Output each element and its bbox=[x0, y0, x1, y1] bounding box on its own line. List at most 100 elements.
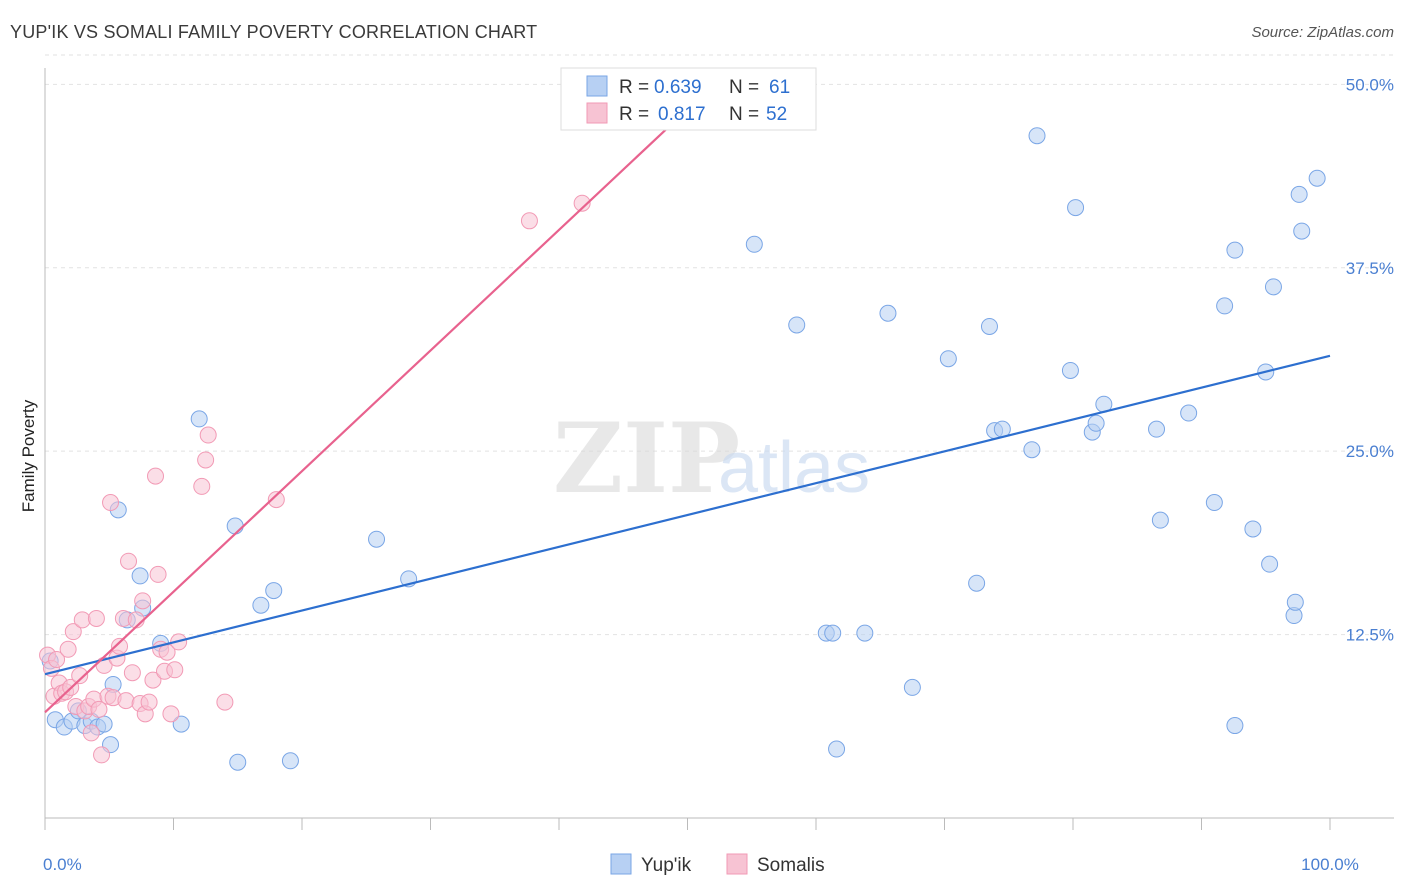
data-point-yupik bbox=[172, 715, 190, 733]
data-point-somalis bbox=[193, 477, 211, 495]
data-point-yupik bbox=[1290, 185, 1308, 203]
data-point-yupik bbox=[1151, 511, 1169, 529]
data-point-somalis bbox=[166, 661, 184, 679]
data-point-yupik bbox=[1264, 278, 1282, 296]
trend-lines bbox=[44, 108, 1331, 714]
data-point-yupik bbox=[265, 582, 283, 600]
data-point-somalis bbox=[71, 667, 89, 685]
data-point-yupik bbox=[968, 574, 986, 592]
data-point-somalis bbox=[199, 426, 217, 444]
data-point-yupik bbox=[1308, 169, 1326, 187]
trend-line-somalis bbox=[44, 108, 689, 714]
data-point-yupik bbox=[980, 317, 998, 335]
data-point-somalis bbox=[111, 637, 129, 655]
data-point-somalis bbox=[102, 494, 120, 512]
data-point-yupik bbox=[879, 304, 897, 322]
data-point-yupik bbox=[1261, 555, 1279, 573]
data-point-yupik bbox=[1244, 520, 1262, 538]
watermark-atlas: atlas bbox=[718, 428, 870, 508]
legend-swatch-yupik bbox=[610, 853, 632, 875]
watermark-zip: ZIP bbox=[553, 402, 740, 515]
chart-title: YUP'IK VS SOMALI FAMILY POVERTY CORRELAT… bbox=[10, 22, 538, 42]
legend-label-yupik: Yup'ik bbox=[641, 855, 692, 876]
legend-swatch-somalis bbox=[726, 853, 748, 875]
y-tick-label: 50.0% bbox=[1346, 75, 1394, 94]
data-point-somalis bbox=[134, 592, 152, 610]
data-point-yupik bbox=[1226, 717, 1244, 735]
tick-labels: 12.5% 25.0% 37.5% 50.0% 0.0% 100.0% bbox=[43, 75, 1394, 874]
data-point-yupik bbox=[131, 567, 149, 585]
data-point-somalis bbox=[147, 467, 165, 485]
data-point-yupik bbox=[828, 740, 846, 758]
data-point-yupik bbox=[1216, 297, 1234, 315]
data-point-yupik bbox=[1067, 199, 1085, 217]
data-point-yupik bbox=[1087, 414, 1105, 432]
stats-legend-r-value: 0.817 bbox=[658, 104, 706, 125]
data-point-somalis bbox=[82, 724, 100, 742]
data-point-somalis bbox=[573, 194, 591, 212]
data-point-somalis bbox=[48, 651, 66, 669]
chart-source: Source: ZipAtlas.com bbox=[1251, 24, 1394, 41]
data-point-somalis bbox=[90, 700, 108, 718]
data-point-yupik bbox=[1028, 127, 1046, 145]
data-point-somalis bbox=[123, 664, 141, 682]
y-axis-title: Family Poverty bbox=[19, 399, 38, 512]
data-point-yupik bbox=[939, 350, 957, 368]
data-point-yupik bbox=[1023, 441, 1041, 459]
data-point-somalis bbox=[216, 693, 234, 711]
data-point-yupik bbox=[1293, 222, 1311, 240]
stats-legend-n-value: 52 bbox=[766, 104, 787, 125]
data-point-somalis bbox=[73, 611, 91, 629]
data-point-somalis bbox=[197, 451, 215, 469]
stats-legend-r-label: R = bbox=[619, 104, 649, 125]
data-point-yupik bbox=[281, 752, 299, 770]
axes bbox=[44, 68, 1394, 830]
data-point-somalis bbox=[149, 565, 167, 583]
data-point-somalis bbox=[140, 693, 158, 711]
data-point-yupik bbox=[1180, 404, 1198, 422]
data-point-yupik bbox=[1226, 241, 1244, 259]
watermark: ZIP atlas bbox=[553, 402, 870, 515]
stats-legend-n-label: N = bbox=[729, 104, 759, 125]
data-point-yupik bbox=[824, 624, 842, 642]
data-point-yupik bbox=[190, 410, 208, 428]
stats-legend-swatch-somalis bbox=[586, 102, 608, 124]
stats-legend-r-value: 0.639 bbox=[654, 77, 702, 98]
data-point-somalis bbox=[117, 692, 135, 710]
data-point-yupik bbox=[252, 596, 270, 614]
trend-line-yupik bbox=[44, 354, 1331, 676]
data-point-yupik bbox=[1148, 420, 1166, 438]
y-tick-label: 37.5% bbox=[1346, 259, 1394, 278]
grid-lines bbox=[45, 54, 1394, 636]
data-point-somalis bbox=[59, 640, 77, 658]
stats-legend-n-label: N = bbox=[729, 77, 759, 98]
data-point-yupik bbox=[745, 235, 763, 253]
data-point-somalis bbox=[93, 746, 111, 764]
data-point-yupik bbox=[788, 316, 806, 334]
scatter-points bbox=[39, 100, 1326, 771]
data-point-somalis bbox=[87, 609, 105, 627]
data-point-yupik bbox=[1061, 361, 1079, 379]
data-point-yupik bbox=[1205, 494, 1223, 512]
data-point-yupik bbox=[1286, 593, 1304, 611]
data-point-somalis bbox=[144, 671, 162, 689]
data-point-somalis bbox=[64, 623, 82, 641]
series-legend: Yup'ik Somalis bbox=[610, 853, 825, 876]
data-point-somalis bbox=[267, 491, 285, 509]
x-tick-label: 0.0% bbox=[43, 855, 82, 874]
stats-legend-n-value: 61 bbox=[769, 77, 790, 98]
data-point-yupik bbox=[226, 517, 244, 535]
y-tick-label: 12.5% bbox=[1346, 626, 1394, 645]
stats-legend-r-label: R = bbox=[619, 77, 649, 98]
y-tick-label: 25.0% bbox=[1346, 442, 1394, 461]
data-point-somalis bbox=[120, 552, 138, 570]
data-point-somalis bbox=[162, 705, 180, 723]
x-tick-label: 100.0% bbox=[1301, 855, 1359, 874]
stats-legend-swatch-yupik bbox=[586, 75, 608, 97]
data-point-yupik bbox=[368, 530, 386, 548]
data-point-somalis bbox=[520, 212, 538, 230]
stats-legend: R = 0.639 N = 61 R = 0.817 N = 52 bbox=[560, 67, 817, 131]
data-point-yupik bbox=[903, 678, 921, 696]
data-point-yupik bbox=[229, 753, 247, 771]
